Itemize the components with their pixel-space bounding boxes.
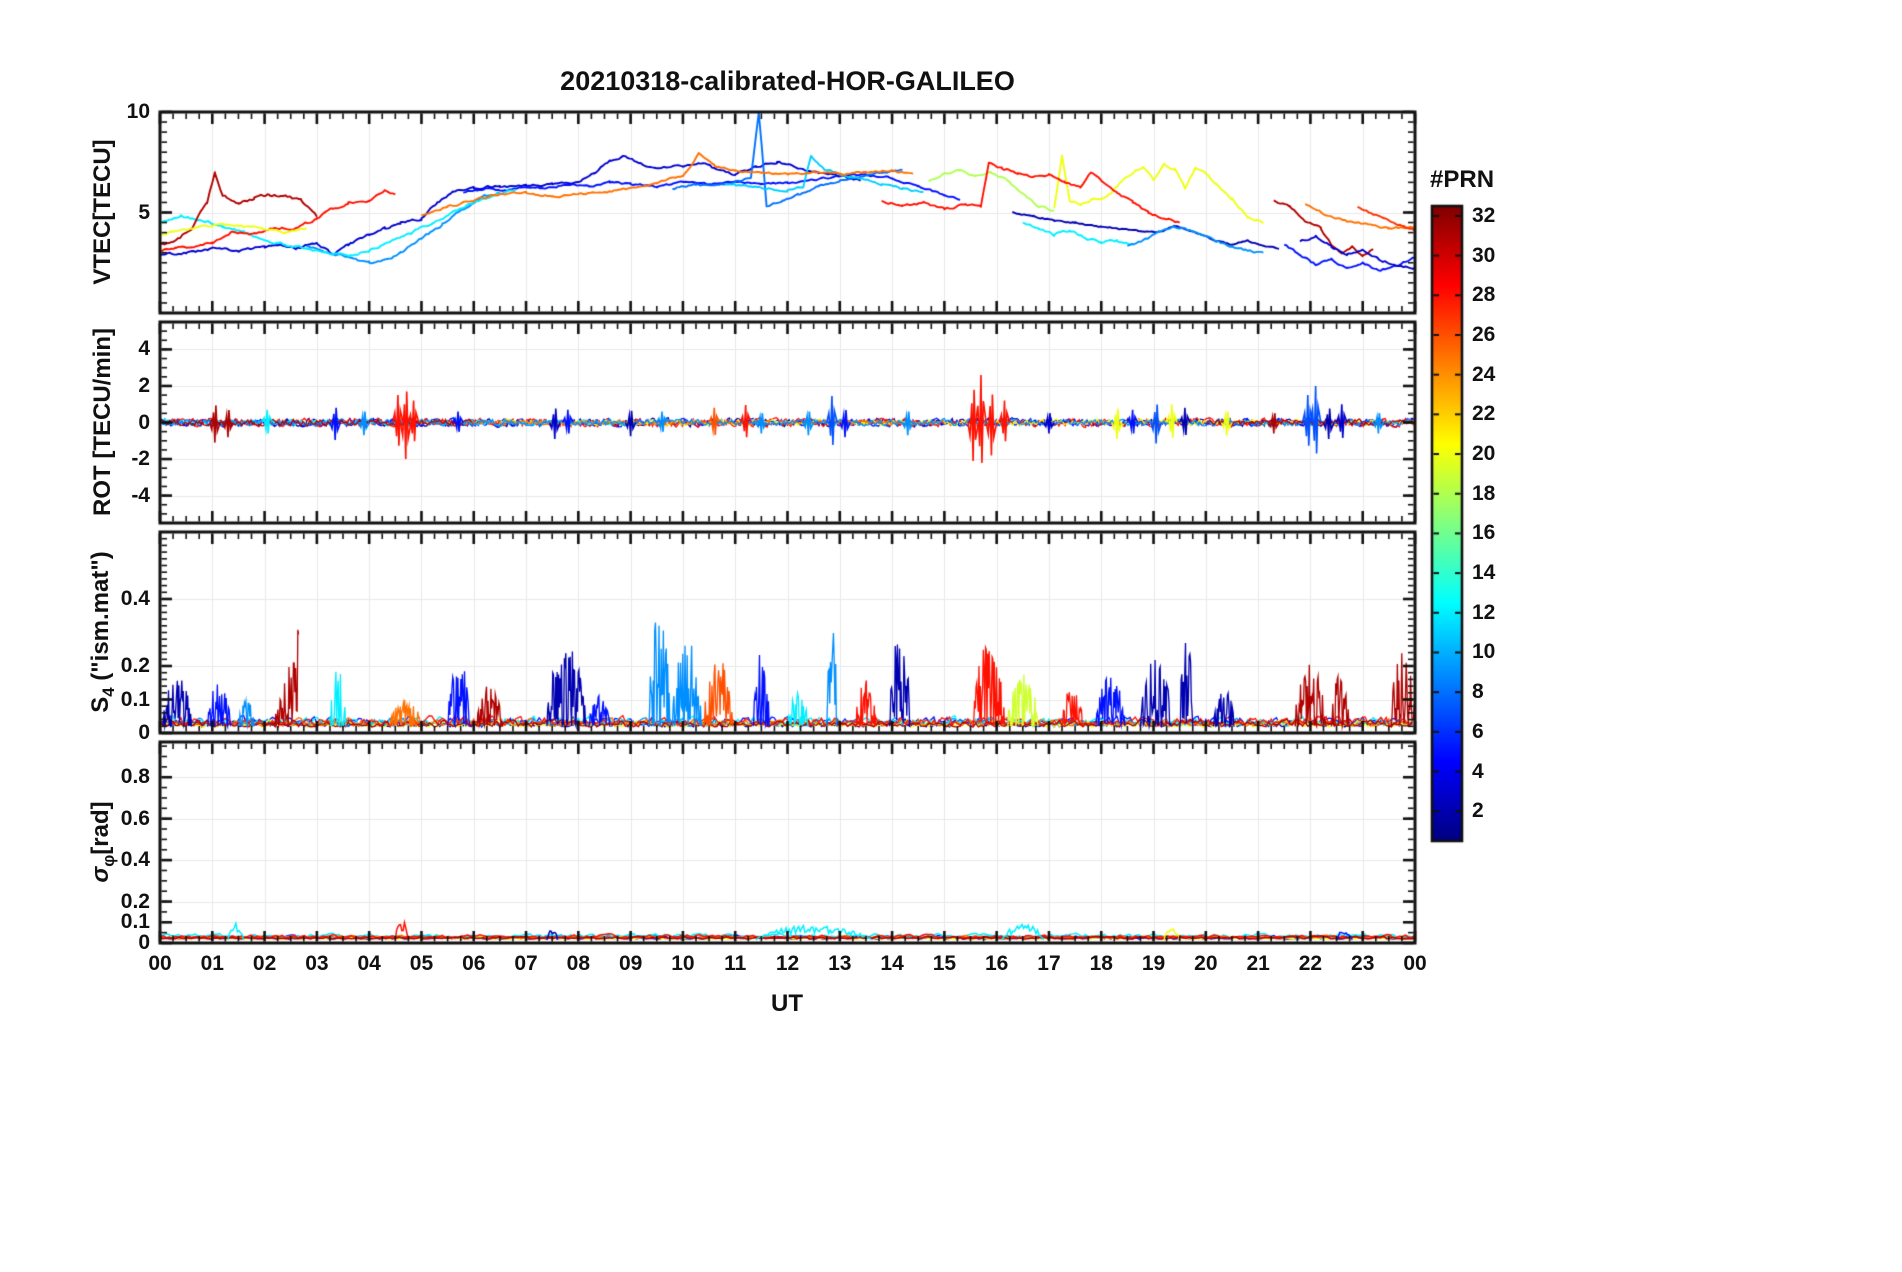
colorbar-tick-label: 4 xyxy=(1472,759,1484,783)
y-tick-label: -4 xyxy=(131,483,150,507)
y-axis-label-rot: ROT [TECU/min] xyxy=(89,328,116,516)
y-tick-label: 5 xyxy=(138,200,150,224)
x-tick-label: 10 xyxy=(671,952,695,975)
y-tick-label: -2 xyxy=(131,447,150,471)
colorbar-tick-label: 6 xyxy=(1472,719,1484,743)
colorbar-tick-label: 8 xyxy=(1472,680,1484,704)
chart-title: 20210318-calibrated-HOR-GALILEO xyxy=(560,66,1015,96)
x-tick-label: 00 xyxy=(148,952,172,975)
colorbar-tick-label: 18 xyxy=(1472,481,1496,505)
y-tick-label: 2 xyxy=(138,373,150,397)
x-tick-label: 18 xyxy=(1089,952,1113,975)
x-tick-label: 14 xyxy=(880,952,904,975)
y-axis-label-sigma: σφ[rad] xyxy=(87,801,118,883)
x-tick-label: 15 xyxy=(932,952,957,975)
x-tick-label: 04 xyxy=(357,952,381,975)
y-tick-label: 0.2 xyxy=(120,889,150,913)
x-tick-label: 05 xyxy=(409,952,434,975)
y-tick-label: 4 xyxy=(138,337,150,361)
colorbar-tick-label: 20 xyxy=(1472,442,1496,466)
colorbar-tick-label: 2 xyxy=(1472,799,1484,823)
y-tick-label: 0 xyxy=(138,721,150,744)
y-tick-label: 0.4 xyxy=(120,587,150,610)
x-tick-label: 00 xyxy=(1403,952,1427,975)
y-tick-label: 0.1 xyxy=(120,910,150,934)
y-tick-label: 10 xyxy=(126,100,150,123)
colorbar-tick-label: 32 xyxy=(1472,203,1496,227)
x-tick-label: 06 xyxy=(462,952,486,975)
colorbar-tick-label: 22 xyxy=(1472,402,1496,426)
x-tick-label: 09 xyxy=(618,952,643,975)
x-tick-label: 20 xyxy=(1194,952,1218,975)
y-tick-label: 0.1 xyxy=(120,687,150,711)
x-tick-label: 07 xyxy=(514,952,538,975)
colorbar-tick-label: 14 xyxy=(1472,561,1496,585)
x-tick-label: 22 xyxy=(1298,952,1323,975)
x-axis-label: UT xyxy=(771,990,803,1017)
x-tick-label: 17 xyxy=(1037,952,1061,975)
x-tick-label: 19 xyxy=(1141,952,1166,975)
colorbar-tick-label: 26 xyxy=(1472,322,1496,346)
colorbar-tick-label: 24 xyxy=(1472,362,1496,386)
colorbar-title: #PRN xyxy=(1430,166,1495,193)
colorbar-tick-label: 12 xyxy=(1472,600,1496,624)
y-tick-label: 0.6 xyxy=(120,806,150,830)
y-tick-label: 0.2 xyxy=(120,654,150,677)
x-tick-label: 16 xyxy=(984,952,1009,975)
x-tick-label: 03 xyxy=(305,952,329,975)
x-tick-label: 01 xyxy=(200,952,224,975)
y-axis-label-vtec: VTEC[TECU] xyxy=(89,139,116,285)
y-axis-label-s4: S4 ("ism.mat") xyxy=(87,551,118,713)
x-tick-label: 23 xyxy=(1351,952,1375,975)
y-tick-label: 0.8 xyxy=(120,765,150,789)
colorbar-tick-label: 28 xyxy=(1472,283,1496,307)
colorbar-tick-label: 16 xyxy=(1472,521,1496,545)
y-tick-label: 0.4 xyxy=(120,848,150,872)
x-tick-label: 21 xyxy=(1246,952,1270,975)
x-tick-label: 02 xyxy=(252,952,277,975)
x-tick-label: 12 xyxy=(775,952,800,975)
colorbar-tick-label: 30 xyxy=(1472,243,1496,267)
colorbar-tick-label: 10 xyxy=(1472,640,1496,664)
y-tick-label: 0 xyxy=(138,931,150,954)
x-tick-label: 13 xyxy=(828,952,852,975)
x-tick-label: 08 xyxy=(566,952,591,975)
y-tick-label: 0 xyxy=(138,410,150,434)
x-tick-label: 11 xyxy=(724,952,747,975)
